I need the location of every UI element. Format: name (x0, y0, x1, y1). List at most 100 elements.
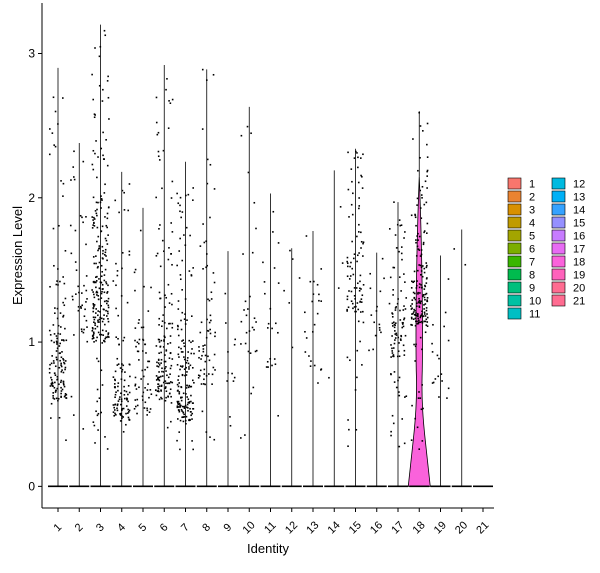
point (183, 416, 186, 418)
point (93, 218, 96, 220)
point (412, 291, 415, 294)
point (59, 342, 61, 345)
point (424, 293, 427, 296)
point (55, 389, 57, 392)
point (394, 307, 397, 309)
point (289, 249, 291, 252)
point (50, 362, 53, 365)
point (405, 395, 408, 398)
point (202, 348, 205, 350)
point (155, 394, 158, 397)
point (398, 445, 401, 448)
point (95, 201, 98, 204)
point (400, 252, 403, 255)
point (186, 396, 188, 398)
point (163, 335, 166, 337)
point (165, 390, 168, 393)
point (150, 393, 153, 396)
point (146, 389, 149, 391)
point (209, 332, 212, 335)
point (426, 187, 428, 189)
x-tick-label: 20 (453, 519, 470, 536)
point (414, 298, 417, 301)
point (398, 394, 401, 397)
legend-swatch-10 (507, 294, 522, 307)
point (128, 363, 131, 366)
point (57, 324, 60, 327)
point (421, 313, 423, 315)
point (92, 421, 95, 423)
point (106, 315, 108, 317)
point (140, 326, 143, 329)
point (396, 302, 399, 305)
point (353, 306, 356, 308)
point (52, 324, 55, 326)
point (183, 318, 186, 320)
point (180, 399, 183, 402)
point (115, 284, 117, 287)
point (169, 381, 172, 383)
point (362, 284, 365, 286)
point (96, 325, 99, 328)
legend-swatch-8 (507, 268, 522, 281)
point (399, 224, 402, 227)
point (421, 185, 424, 188)
point (391, 414, 394, 417)
x-tick-label: 16 (368, 519, 385, 536)
point (101, 329, 104, 332)
point (157, 358, 160, 361)
point (188, 270, 191, 272)
point (77, 285, 79, 288)
point (167, 396, 170, 398)
point (390, 344, 392, 346)
point (156, 365, 158, 367)
point (114, 199, 117, 202)
point (133, 407, 136, 410)
y-tick-label: 1 (28, 335, 35, 349)
point (138, 359, 140, 361)
legend-label-19: 19 (573, 270, 585, 282)
point (346, 298, 349, 301)
point (402, 344, 405, 347)
point (92, 98, 95, 101)
point (274, 363, 277, 366)
point (202, 345, 204, 347)
point (426, 122, 429, 125)
point (426, 175, 429, 177)
point (189, 385, 192, 388)
point (420, 266, 423, 269)
point (426, 264, 428, 267)
point (94, 47, 96, 49)
point (138, 319, 140, 321)
point (404, 396, 406, 398)
point (113, 383, 116, 385)
point (432, 323, 434, 326)
y-tick-label: 2 (28, 191, 35, 205)
point (188, 368, 190, 370)
point (52, 395, 54, 397)
point (176, 363, 179, 366)
point (421, 440, 424, 442)
point (361, 364, 363, 366)
point (190, 341, 192, 344)
point (118, 211, 120, 214)
point (52, 385, 54, 388)
point (413, 308, 415, 311)
point (112, 411, 115, 413)
point (100, 317, 103, 320)
point (159, 346, 162, 348)
point (198, 346, 200, 348)
point (95, 410, 97, 413)
point (397, 350, 400, 353)
point (318, 293, 320, 296)
point (201, 68, 204, 71)
point (160, 339, 163, 342)
point (101, 271, 103, 273)
point (422, 265, 424, 267)
point (61, 388, 64, 391)
point (149, 389, 152, 391)
point (348, 290, 350, 292)
point (123, 336, 126, 339)
point (99, 333, 101, 336)
point (418, 306, 421, 308)
